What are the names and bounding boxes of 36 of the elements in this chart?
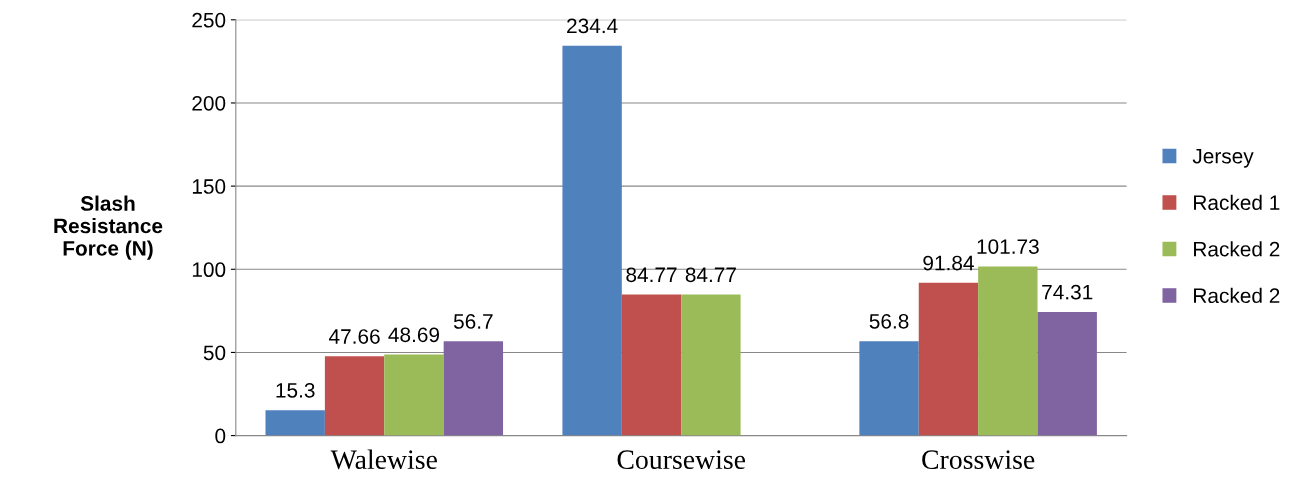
legend-label: Racked 2 [1194, 287, 1280, 304]
y-tick-label: 50 [203, 345, 226, 361]
x-tick-label: Walewise [330, 449, 437, 470]
data-label: 234.4 [567, 18, 618, 34]
y-tick-label: 150 [192, 179, 226, 194]
data-label: 47.66 [328, 329, 380, 344]
data-label: 84.77 [685, 267, 736, 283]
x-tick-label: Crosswise [922, 450, 1035, 470]
bar [681, 294, 741, 436]
bar [1037, 312, 1097, 436]
bar [918, 282, 979, 436]
y-axis-title: Slash Resistance Force (N) [54, 195, 163, 260]
y-tick-label: 200 [192, 95, 226, 111]
x-tick-label: Coursewise [617, 450, 746, 470]
bar [384, 354, 444, 436]
data-label: 56.8 [869, 313, 909, 329]
data-label: 56.7 [453, 314, 493, 329]
data-label: 101.73 [977, 239, 1039, 254]
legend-label: Jersey [1192, 149, 1254, 168]
bar [562, 45, 622, 436]
bar [978, 266, 1038, 436]
data-label: 48.69 [388, 327, 440, 343]
legend-label: Racked 2 [1194, 241, 1280, 257]
bar [324, 356, 385, 436]
y-tick-label: 250 [192, 12, 226, 28]
bar [443, 341, 504, 436]
y-tick-label: 100 [192, 262, 226, 278]
data-label: 15.3 [276, 382, 315, 398]
legend-label: Racked 1 [1194, 194, 1280, 211]
bar [859, 341, 919, 436]
data-label: 91.84 [923, 255, 974, 271]
data-label: 74.31 [1042, 284, 1093, 300]
bar [265, 410, 325, 436]
data-label: 84.77 [626, 267, 677, 283]
bar [621, 294, 682, 436]
y-tick-label: 0 [215, 428, 226, 444]
